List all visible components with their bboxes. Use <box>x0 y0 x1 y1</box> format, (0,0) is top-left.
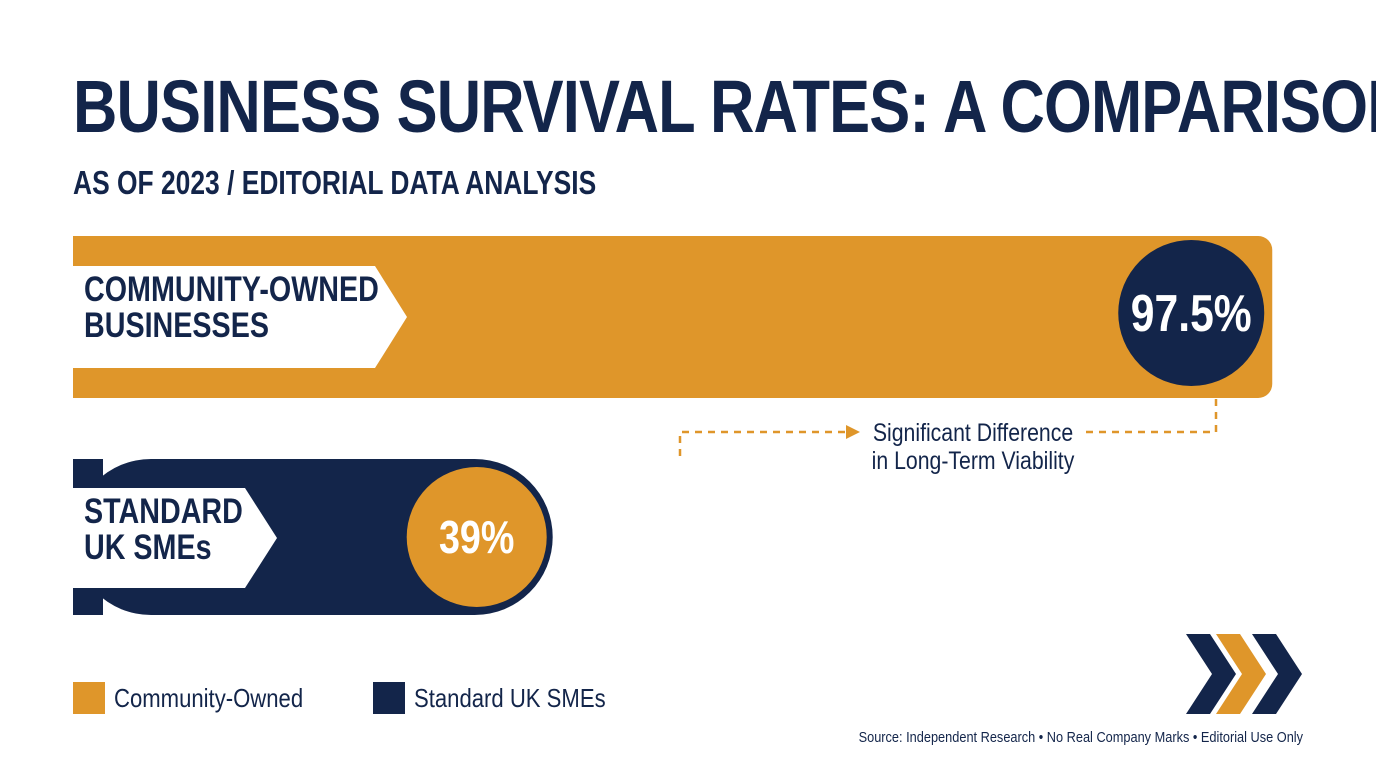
annotation-connector-right <box>1086 398 1218 434</box>
legend-label-community: Community-Owned <box>114 682 304 713</box>
source-note: Source: Independent Research • No Real C… <box>858 730 1303 746</box>
annotation-line-1: Significant Difference <box>873 418 1073 446</box>
value-label-sme: 39% <box>439 512 514 563</box>
bar-label-community-line-1: COMMUNITY-OWNED <box>84 269 379 308</box>
value-circle-community <box>1118 240 1265 386</box>
value-circle-sme <box>406 467 547 607</box>
chart-title: BUSINESS SURVIVAL RATES: A COMPARISON <box>73 65 1376 148</box>
annotation-arrowhead <box>846 425 860 439</box>
value-label-community: 97.5% <box>1131 285 1252 343</box>
bar-label-sme-line-1: STANDARD <box>84 491 243 530</box>
legend-label-sme: Standard UK SMEs <box>413 682 606 713</box>
annotation-connector-left <box>678 430 848 456</box>
legend: Community-Owned Standard UK SMEs <box>73 682 675 714</box>
legend-swatch-sme <box>372 682 405 714</box>
bar-label-tag-sme <box>73 488 277 588</box>
bar-label-community-line-2: BUSINESSES <box>84 305 269 344</box>
legend-swatch-community <box>73 682 105 714</box>
chevron-logo-icon <box>1186 634 1302 714</box>
bar-label-sme-line-2: UK SMEs <box>84 527 212 566</box>
chart-subtitle: AS OF 2023 / EDITORIAL DATA ANALYSIS <box>73 164 597 201</box>
annotation-line-2: in Long-Term Viability <box>872 446 1075 474</box>
bar-label-tag-community <box>73 266 407 368</box>
legend-item-sme: Standard UK SMEs <box>372 682 639 714</box>
legend-item-community: Community-Owned <box>73 682 337 714</box>
